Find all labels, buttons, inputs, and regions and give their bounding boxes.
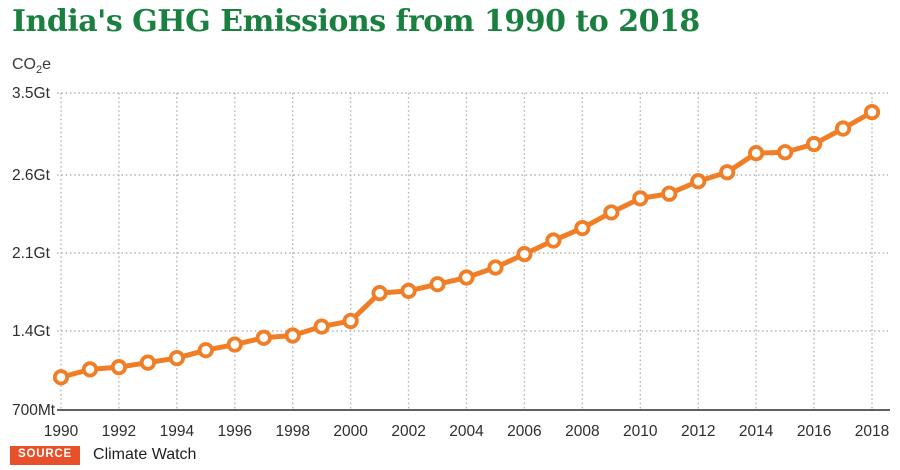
data-point-2003 [429,276,446,293]
data-point-2010 [632,190,649,207]
data-point-2012 [690,173,707,190]
data-point-2005 [487,259,504,276]
x-tick-label-2012: 2012 [681,423,715,440]
x-tick-label-1996: 1996 [218,423,252,440]
y-tick-label-1.4Gt: 1.4Gt [12,323,51,340]
data-point-1993 [139,354,156,371]
data-point-2000 [342,312,359,330]
data-point-1995 [197,342,214,359]
data-point-2008 [574,219,591,237]
x-tick-label-2010: 2010 [623,423,658,440]
x-tick-label-1998: 1998 [275,423,309,440]
unit-text-pre: CO [12,56,36,73]
data-point-2014 [748,145,765,162]
x-tick-label-1990: 1990 [44,423,79,440]
unit-subscript: 2 [36,64,43,77]
x-tick-label-2008: 2008 [565,423,599,440]
x-tick-label-2006: 2006 [507,423,541,440]
x-tick-label-2004: 2004 [449,423,484,440]
data-point-1990 [52,369,70,386]
data-point-1997 [255,329,272,346]
chart-title: India's GHG Emissions from 1990 to 2018 [12,4,700,39]
data-point-2015 [777,144,794,161]
y-tick-label-2.6Gt: 2.6Gt [12,167,51,184]
data-point-2016 [805,135,823,153]
data-point-2007 [545,232,562,249]
data-point-2009 [603,204,620,221]
data-point-2006 [516,246,533,263]
source-badge: SOURCE [10,446,81,465]
data-point-2013 [719,164,736,181]
data-point-1992 [110,359,128,376]
data-point-2001 [371,285,388,302]
data-point-1994 [168,349,185,367]
x-tick-label-1994: 1994 [160,423,195,440]
unit-text-post: e [42,56,52,73]
x-tick-label-2018: 2018 [855,423,889,440]
source-name: Climate Watch [93,446,197,464]
data-point-2018 [863,104,881,121]
data-point-1999 [313,318,330,335]
x-tick-label-2014: 2014 [739,423,774,440]
data-point-1991 [81,361,99,378]
x-tick-label-1992: 1992 [102,423,136,440]
data-point-2002 [400,282,417,299]
data-point-2004 [458,269,475,286]
y-tick-label-700Mt: 700Mt [12,402,56,419]
data-point-1996 [226,336,243,353]
y-tick-label-2.1Gt: 2.1Gt [12,245,51,262]
source-row: SOURCE Climate Watch [10,446,196,465]
data-point-2011 [661,185,678,202]
y-tick-label-3.5Gt: 3.5Gt [12,85,51,102]
data-point-2017 [834,120,852,137]
x-tick-label-2002: 2002 [391,423,425,440]
x-tick-label-2000: 2000 [333,423,368,440]
y-axis-unit-label: CO2e [12,56,51,76]
data-point-1998 [284,327,301,344]
x-tick-label-2016: 2016 [797,423,831,440]
